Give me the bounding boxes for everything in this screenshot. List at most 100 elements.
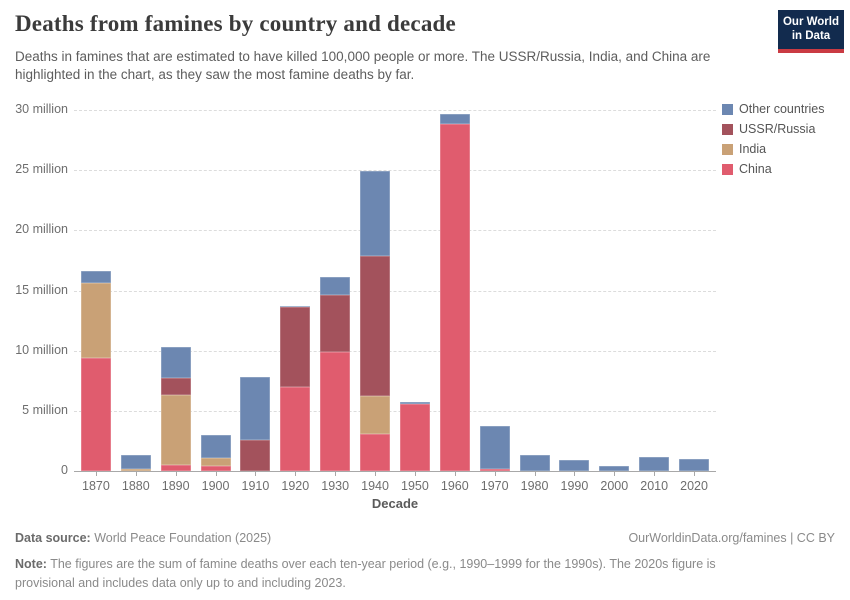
x-tick-1950	[414, 471, 416, 476]
bar-1940[interactable]	[360, 171, 391, 471]
legend-item-other-countries[interactable]: Other countries	[722, 102, 824, 117]
segment-china-1970[interactable]	[479, 468, 510, 471]
footnote: Note: The figures are the sum of famine …	[15, 555, 767, 593]
bar-1870[interactable]	[80, 271, 111, 471]
segment-other-countries-1920[interactable]	[280, 305, 311, 308]
x-tick-1920	[295, 471, 297, 476]
segment-ussr-russia-1930[interactable]	[320, 295, 351, 352]
plot-area: 0 5 million 10 million 15 million 20 million…	[15, 102, 716, 493]
segment-other-countries-2010[interactable]	[639, 457, 670, 471]
segment-other-countries-2020[interactable]	[679, 458, 710, 471]
bar-1920[interactable]	[280, 305, 311, 471]
x-axis-label-1880: 1880	[121, 479, 150, 493]
bar-1910[interactable]	[240, 377, 271, 471]
segment-china-1950[interactable]	[399, 403, 430, 471]
segment-other-countries-1900[interactable]	[200, 434, 231, 459]
owid-logo-line1: Our World	[782, 16, 839, 28]
x-tick-1990	[574, 471, 576, 476]
x-axis-label-2010: 2010	[640, 479, 669, 493]
segment-ussr-russia-1940[interactable]	[360, 255, 391, 397]
segment-china-1960[interactable]	[439, 124, 470, 471]
segment-ussr-russia-1890[interactable]	[160, 378, 191, 396]
x-tick-1890	[175, 471, 177, 476]
y-axis-label-10: 10 million	[15, 342, 68, 357]
segment-other-countries-1950[interactable]	[399, 402, 430, 404]
bar-1950[interactable]	[399, 402, 430, 471]
gridline-30	[74, 110, 716, 111]
legend-item-ussr-russia[interactable]: USSR/Russia	[722, 122, 824, 137]
gridline-5	[74, 410, 716, 412]
segment-china-1940[interactable]	[360, 433, 391, 471]
data-source-label: Data source:	[15, 531, 91, 545]
legend-label: Other countries	[739, 102, 825, 116]
segment-china-1890[interactable]	[160, 464, 191, 471]
legend-item-china[interactable]: China	[722, 162, 824, 177]
segment-other-countries-1960[interactable]	[439, 113, 470, 125]
x-tick-2020	[694, 471, 696, 476]
legend-swatch-icon	[722, 124, 733, 135]
segment-india-1890[interactable]	[160, 395, 191, 465]
segment-china-1920[interactable]	[280, 386, 311, 471]
bar-1970[interactable]	[479, 426, 510, 471]
segment-other-countries-1890[interactable]	[160, 347, 191, 379]
footer: Data source: World Peace Foundation (202…	[15, 531, 835, 545]
segment-other-countries-2000[interactable]	[599, 465, 630, 471]
bar-2020[interactable]	[679, 458, 710, 471]
segment-india-1870[interactable]	[80, 283, 111, 358]
owid-logo[interactable]: Our World in Data	[778, 10, 844, 53]
gridline-0	[74, 471, 716, 472]
x-axis-label-1870: 1870	[82, 479, 110, 493]
segment-other-countries-1980[interactable]	[519, 454, 550, 471]
footnote-label: Note:	[15, 557, 47, 571]
segment-other-countries-1910[interactable]	[240, 377, 271, 440]
bar-2010[interactable]	[639, 457, 670, 471]
y-axis-label-20: 20 million	[15, 222, 68, 237]
segment-india-1900[interactable]	[200, 458, 231, 467]
bar-1890[interactable]	[160, 347, 191, 471]
segment-other-countries-1930[interactable]	[320, 277, 351, 296]
bar-1980[interactable]	[519, 454, 550, 471]
legend-swatch-icon	[722, 164, 733, 175]
x-tick-1880	[135, 471, 137, 476]
gridline-20	[74, 230, 716, 232]
segment-china-1870[interactable]	[80, 357, 111, 471]
bar-2000[interactable]	[599, 465, 630, 471]
page-title: Deaths from famines by country and decad…	[15, 11, 456, 36]
segment-other-countries-1970[interactable]	[479, 426, 510, 469]
segment-china-1930[interactable]	[320, 351, 351, 471]
x-axis-label-1990: 1990	[560, 479, 589, 493]
segment-other-countries-1940[interactable]	[360, 171, 391, 256]
gridline-10	[74, 350, 716, 352]
x-tick-1970	[494, 471, 496, 476]
legend-item-india[interactable]: India	[722, 142, 824, 157]
legend: Other countries USSR/Russia India China	[722, 102, 824, 182]
segment-other-countries-1990[interactable]	[559, 459, 590, 471]
x-axis-label-1960: 1960	[440, 479, 469, 493]
segment-other-countries-1870[interactable]	[80, 271, 111, 284]
attribution-link[interactable]: OurWorldinData.org/famines | CC BY	[628, 531, 835, 545]
x-tick-1910	[255, 471, 257, 476]
x-tick-2010	[654, 471, 656, 476]
segment-ussr-russia-1910[interactable]	[240, 439, 271, 471]
x-tick-1960	[454, 471, 456, 476]
bar-1990[interactable]	[559, 459, 590, 471]
y-axis-label-25: 25 million	[15, 162, 68, 177]
y-axis-label-15: 15 million	[15, 282, 68, 297]
bar-1960[interactable]	[439, 113, 470, 471]
bar-1880[interactable]	[120, 454, 151, 471]
segment-india-1940[interactable]	[360, 396, 391, 434]
segment-india-1880[interactable]	[120, 469, 151, 471]
owid-logo-line2: in Data	[791, 30, 831, 43]
x-axis-label-1920: 1920	[281, 479, 310, 493]
legend-label: USSR/Russia	[739, 122, 816, 136]
chart-subtitle: Deaths in famines that are estimated to …	[15, 49, 711, 82]
x-tick-1870	[95, 471, 97, 476]
segment-ussr-russia-1920[interactable]	[280, 307, 311, 387]
segment-china-1900[interactable]	[200, 466, 231, 471]
x-tick-1940	[375, 471, 377, 476]
x-axis-label-1950: 1950	[401, 479, 429, 493]
segment-other-countries-1880[interactable]	[120, 454, 151, 470]
bar-1900[interactable]	[200, 434, 231, 471]
bar-1930[interactable]	[320, 277, 351, 471]
